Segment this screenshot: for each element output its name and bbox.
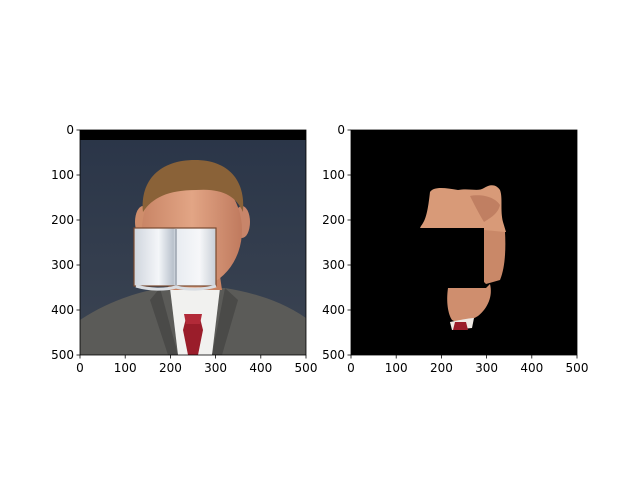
original-photo-ytick-label: 500 — [51, 348, 74, 362]
segmented-mask-ytick-label: 400 — [322, 303, 345, 317]
mask-face-right — [484, 230, 506, 284]
segmented-mask-ytick-label: 500 — [322, 348, 345, 362]
segmented-mask-xtick-label: 300 — [475, 361, 498, 375]
mask-tie-knot — [453, 322, 468, 330]
original-photo-xtick-label: 400 — [249, 361, 272, 375]
mask-chin — [447, 284, 491, 323]
segmented-mask-xtick-label: 0 — [347, 361, 355, 375]
original-photo-ytick-label: 100 — [51, 168, 74, 182]
original-photo-ytick-label: 400 — [51, 303, 74, 317]
original-photo-xtick-label: 0 — [76, 361, 84, 375]
segmented-mask-xtick-label: 400 — [520, 361, 543, 375]
original-photo-xtick-label: 100 — [114, 361, 137, 375]
original-photo-ytick-label: 300 — [51, 258, 74, 272]
original-photo-frame — [79, 129, 307, 356]
original-photo-xtick-label: 200 — [159, 361, 182, 375]
original-photo-panel — [80, 130, 306, 355]
segmented-mask-panel — [351, 130, 577, 355]
right-lapel — [212, 288, 238, 355]
segmented-mask-ytick-label: 0 — [337, 123, 345, 137]
hair — [142, 160, 244, 212]
tie — [183, 318, 203, 355]
segmented-mask-xtick-label: 100 — [385, 361, 408, 375]
photo-top-black-strip — [80, 130, 306, 140]
original-photo-xtick-label: 500 — [295, 361, 318, 375]
original-photo-ytick-label: 200 — [51, 213, 74, 227]
segmented-mask-ytick-label: 200 — [322, 213, 345, 227]
book-occluder — [133, 227, 217, 291]
left-lapel — [150, 288, 178, 355]
original-photo-xtick-label: 300 — [204, 361, 227, 375]
mask-face-shadow — [470, 195, 500, 222]
segmented-mask-ytick-label: 100 — [322, 168, 345, 182]
segmented-mask-frame — [350, 129, 578, 356]
segmented-mask-xtick-label: 200 — [430, 361, 453, 375]
segmented-mask-xtick-label: 500 — [566, 361, 589, 375]
original-photo-ytick-label: 0 — [66, 123, 74, 137]
segmented-mask-ytick-label: 300 — [322, 258, 345, 272]
tie-knot — [184, 314, 202, 324]
